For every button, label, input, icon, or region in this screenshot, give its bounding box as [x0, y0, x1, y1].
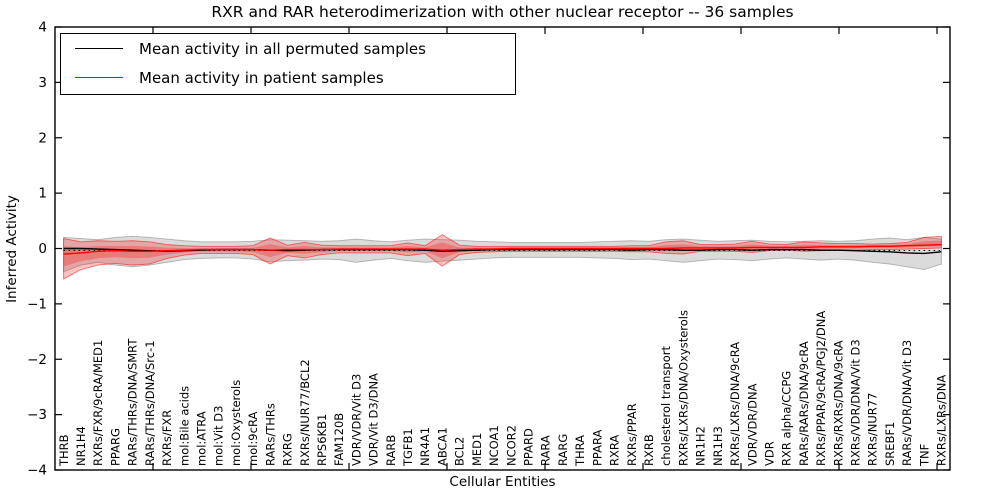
x-category-label: THRB	[57, 434, 71, 467]
y-tick-label: 4	[38, 20, 47, 36]
x-category-label: mol:Vit D3	[212, 406, 226, 466]
x-category-label: FAM120B	[332, 413, 346, 466]
x-category-label: mol:Bile acids	[177, 386, 191, 466]
x-axis-label: Cellular Entities	[449, 474, 556, 490]
x-category-label: RXRs/RXRs/DNA/9cRA	[831, 340, 845, 466]
patient-mean-line	[63, 243, 942, 255]
x-category-label: RARs/VDR/DNA/Vit D3	[900, 340, 914, 466]
x-category-label: NR1H2	[694, 426, 708, 466]
x-category-label: RXRs/LXRs/DNA/Oxysterols	[676, 310, 690, 466]
x-category-label: RXRG	[281, 433, 295, 466]
y-tick-label: −2	[27, 352, 47, 368]
x-category-label: RXRs/FXR	[160, 410, 174, 466]
x-category-label: RXRs/PPAR/9cRA/PGJ2/DNA	[814, 311, 828, 466]
x-category-label: RARs/THRs/DNA/Src-1	[143, 340, 157, 466]
x-category-label: NCOR2	[504, 425, 518, 466]
x-category-label: RARG	[556, 434, 570, 466]
x-category-label: VDR/VDR/Vit D3	[349, 374, 363, 466]
x-category-label: THRA	[573, 435, 587, 467]
x-category-label: TGFB1	[401, 428, 415, 467]
x-category-label: mol:Oxysterols	[229, 380, 243, 466]
x-category-label: mol:ATRA	[194, 411, 208, 466]
x-category-label: RXRs/NUR77/BCL2	[298, 359, 312, 466]
y-tick-label: −1	[27, 296, 47, 312]
y-tick-label: 0	[38, 241, 47, 257]
y-tick-label: 1	[38, 186, 47, 202]
permuted-line-sample-icon	[75, 48, 123, 49]
x-category-label: VDR	[762, 441, 776, 466]
x-category-label: VDR/Vit D3/DNA	[367, 373, 381, 466]
x-category-label: RXRA	[608, 435, 622, 466]
legend: Mean activity in all permuted samples Me…	[60, 33, 516, 95]
y-tick-label: 2	[38, 130, 47, 146]
x-category-label: NCOA1	[487, 425, 501, 466]
y-tick-label: −4	[27, 463, 47, 479]
x-category-label: RXRs/LXRs/DNA/9cRA	[728, 342, 742, 466]
x-category-label: SREBF1	[883, 422, 897, 466]
x-category-label: RARA	[539, 435, 553, 466]
y-tick-label: 3	[38, 75, 47, 91]
patient-range-band	[63, 234, 942, 280]
legend-label: Mean activity in all permuted samples	[139, 39, 426, 58]
x-category-label: mol:9cRA	[246, 412, 260, 466]
x-category-label: RXRs/VDR/DNA/Vit D3	[849, 339, 863, 466]
x-category-label: RXRs/NUR77	[866, 393, 880, 466]
legend-item-patient: Mean activity in patient samples	[61, 63, 515, 92]
y-axis-label: Inferred Activity	[4, 195, 20, 303]
x-category-label: NR1H3	[711, 426, 725, 466]
x-category-label: BCL2	[453, 437, 467, 466]
x-category-label: RARB	[384, 435, 398, 466]
patient-line-sample-icon	[75, 77, 123, 78]
x-category-label: RARs/RARs/DNA/9cRA	[797, 341, 811, 466]
x-category-label: TNF	[917, 444, 931, 467]
x-category-label: RARs/THRs/DNA/SMRT	[126, 338, 140, 466]
legend-item-permuted: Mean activity in all permuted samples	[61, 34, 515, 63]
x-category-label: cholesterol transport	[659, 346, 673, 466]
x-category-label: NR1H4	[74, 426, 88, 466]
y-tick-label: −3	[27, 407, 47, 423]
x-category-label: RARs/THRs	[263, 403, 277, 466]
x-category-label: RXRs/FXR/9cRA/MED1	[91, 340, 105, 466]
x-category-label: RPS6KB1	[315, 414, 329, 466]
x-category-label: RXRs/LXRs/DNA	[935, 375, 949, 466]
x-category-label: MED1	[470, 433, 484, 466]
x-category-label: NR4A1	[418, 427, 432, 466]
x-category-label: PPARD	[522, 428, 536, 466]
x-category-label: VDR/VDR/DNA	[745, 383, 759, 466]
x-category-label: RXRs/PPAR	[625, 403, 639, 466]
x-category-label: RXRB	[642, 434, 656, 466]
x-category-label: ABCA1	[435, 427, 449, 466]
x-category-label: RXR alpha/CCPG	[780, 371, 794, 466]
permuted-range-band	[63, 235, 942, 273]
x-category-label: PPARA	[590, 429, 604, 466]
patient-range-inner-band	[63, 240, 942, 267]
x-category-label: PPARG	[108, 428, 122, 466]
legend-label: Mean activity in patient samples	[139, 68, 384, 87]
chart-title: RXR and RAR heterodimerization with othe…	[211, 3, 794, 21]
